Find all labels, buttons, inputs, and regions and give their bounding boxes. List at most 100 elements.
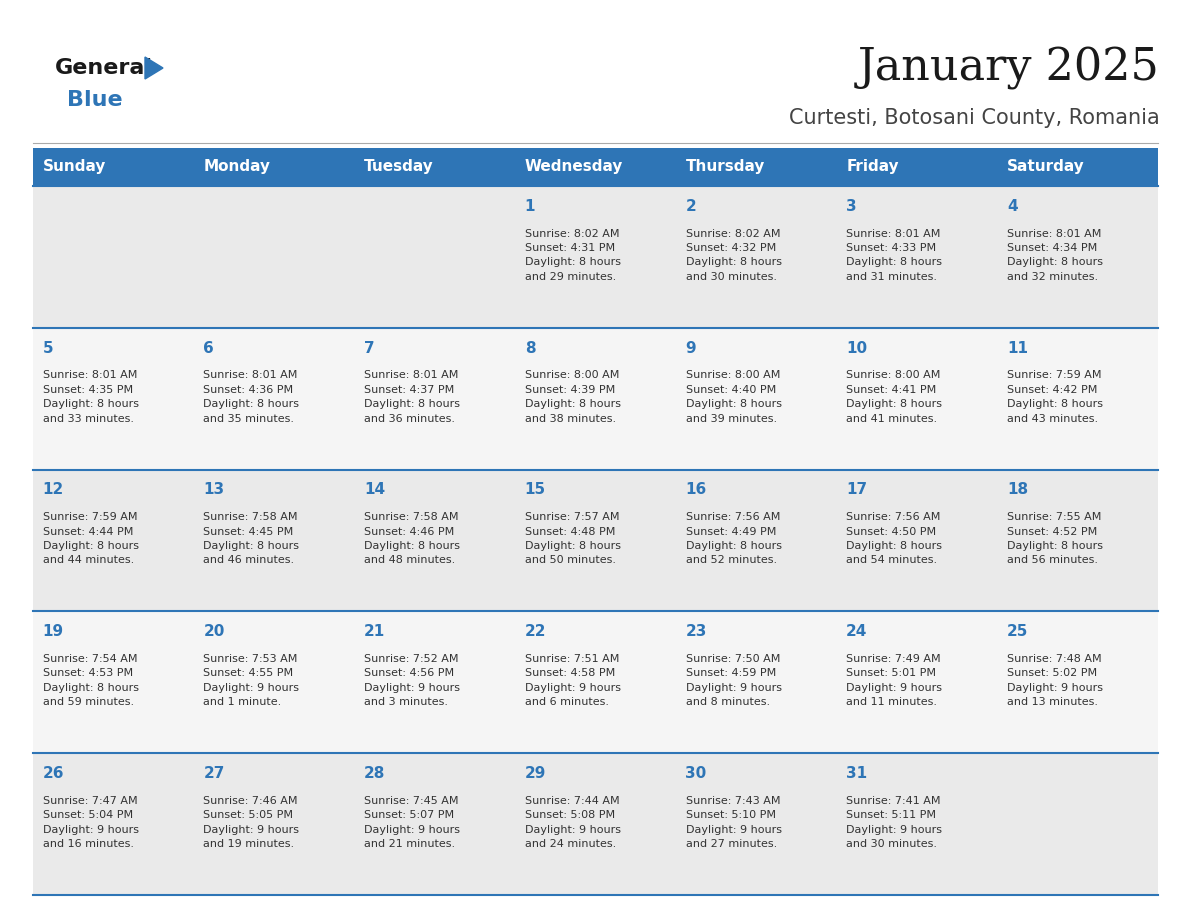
FancyBboxPatch shape	[354, 186, 516, 328]
Text: 7: 7	[364, 341, 374, 355]
Text: 18: 18	[1007, 482, 1028, 498]
Text: Sunrise: 8:01 AM
Sunset: 4:37 PM
Daylight: 8 hours
and 36 minutes.: Sunrise: 8:01 AM Sunset: 4:37 PM Dayligh…	[364, 370, 460, 423]
FancyBboxPatch shape	[836, 753, 997, 895]
Text: 11: 11	[1007, 341, 1028, 355]
Text: 28: 28	[364, 766, 385, 781]
Text: Sunday: Sunday	[43, 160, 106, 174]
FancyBboxPatch shape	[33, 328, 194, 470]
Text: Sunrise: 8:01 AM
Sunset: 4:34 PM
Daylight: 8 hours
and 32 minutes.: Sunrise: 8:01 AM Sunset: 4:34 PM Dayligh…	[1007, 229, 1102, 282]
FancyBboxPatch shape	[194, 186, 354, 328]
Text: 21: 21	[364, 624, 385, 639]
FancyBboxPatch shape	[997, 470, 1158, 611]
FancyBboxPatch shape	[836, 186, 997, 328]
Text: 24: 24	[846, 624, 867, 639]
Text: Sunrise: 7:59 AM
Sunset: 4:44 PM
Daylight: 8 hours
and 44 minutes.: Sunrise: 7:59 AM Sunset: 4:44 PM Dayligh…	[43, 512, 139, 565]
Text: Sunrise: 7:58 AM
Sunset: 4:45 PM
Daylight: 8 hours
and 46 minutes.: Sunrise: 7:58 AM Sunset: 4:45 PM Dayligh…	[203, 512, 299, 565]
Text: Tuesday: Tuesday	[364, 160, 434, 174]
FancyBboxPatch shape	[354, 611, 516, 753]
FancyBboxPatch shape	[836, 470, 997, 611]
Text: 1: 1	[525, 199, 536, 214]
Text: 14: 14	[364, 482, 385, 498]
Text: 2: 2	[685, 199, 696, 214]
FancyBboxPatch shape	[676, 328, 836, 470]
Text: Saturday: Saturday	[1007, 160, 1085, 174]
Text: 16: 16	[685, 482, 707, 498]
FancyBboxPatch shape	[354, 148, 516, 186]
Text: Sunrise: 7:41 AM
Sunset: 5:11 PM
Daylight: 9 hours
and 30 minutes.: Sunrise: 7:41 AM Sunset: 5:11 PM Dayligh…	[846, 796, 942, 849]
FancyBboxPatch shape	[676, 611, 836, 753]
Text: Sunrise: 8:01 AM
Sunset: 4:33 PM
Daylight: 8 hours
and 31 minutes.: Sunrise: 8:01 AM Sunset: 4:33 PM Dayligh…	[846, 229, 942, 282]
Text: 10: 10	[846, 341, 867, 355]
Text: Sunrise: 7:47 AM
Sunset: 5:04 PM
Daylight: 9 hours
and 16 minutes.: Sunrise: 7:47 AM Sunset: 5:04 PM Dayligh…	[43, 796, 139, 849]
FancyBboxPatch shape	[676, 470, 836, 611]
Text: 19: 19	[43, 624, 64, 639]
Text: 5: 5	[43, 341, 53, 355]
Text: Sunrise: 7:53 AM
Sunset: 4:55 PM
Daylight: 9 hours
and 1 minute.: Sunrise: 7:53 AM Sunset: 4:55 PM Dayligh…	[203, 654, 299, 707]
Text: 31: 31	[846, 766, 867, 781]
Text: Sunrise: 8:00 AM
Sunset: 4:39 PM
Daylight: 8 hours
and 38 minutes.: Sunrise: 8:00 AM Sunset: 4:39 PM Dayligh…	[525, 370, 621, 423]
Text: Sunrise: 7:45 AM
Sunset: 5:07 PM
Daylight: 9 hours
and 21 minutes.: Sunrise: 7:45 AM Sunset: 5:07 PM Dayligh…	[364, 796, 460, 849]
Text: Sunrise: 7:51 AM
Sunset: 4:58 PM
Daylight: 9 hours
and 6 minutes.: Sunrise: 7:51 AM Sunset: 4:58 PM Dayligh…	[525, 654, 621, 707]
FancyBboxPatch shape	[516, 186, 676, 328]
Text: Wednesday: Wednesday	[525, 160, 624, 174]
Text: 22: 22	[525, 624, 546, 639]
Text: Sunrise: 7:56 AM
Sunset: 4:50 PM
Daylight: 8 hours
and 54 minutes.: Sunrise: 7:56 AM Sunset: 4:50 PM Dayligh…	[846, 512, 942, 565]
Text: Sunrise: 7:57 AM
Sunset: 4:48 PM
Daylight: 8 hours
and 50 minutes.: Sunrise: 7:57 AM Sunset: 4:48 PM Dayligh…	[525, 512, 621, 565]
FancyBboxPatch shape	[997, 186, 1158, 328]
FancyBboxPatch shape	[836, 611, 997, 753]
Text: 30: 30	[685, 766, 707, 781]
FancyBboxPatch shape	[33, 611, 194, 753]
Text: 8: 8	[525, 341, 536, 355]
Text: Sunrise: 8:02 AM
Sunset: 4:31 PM
Daylight: 8 hours
and 29 minutes.: Sunrise: 8:02 AM Sunset: 4:31 PM Dayligh…	[525, 229, 621, 282]
Text: Thursday: Thursday	[685, 160, 765, 174]
Text: Sunrise: 7:50 AM
Sunset: 4:59 PM
Daylight: 9 hours
and 8 minutes.: Sunrise: 7:50 AM Sunset: 4:59 PM Dayligh…	[685, 654, 782, 707]
FancyBboxPatch shape	[33, 470, 194, 611]
Text: Sunrise: 7:46 AM
Sunset: 5:05 PM
Daylight: 9 hours
and 19 minutes.: Sunrise: 7:46 AM Sunset: 5:05 PM Dayligh…	[203, 796, 299, 849]
Text: Friday: Friday	[846, 160, 899, 174]
Text: Sunrise: 7:55 AM
Sunset: 4:52 PM
Daylight: 8 hours
and 56 minutes.: Sunrise: 7:55 AM Sunset: 4:52 PM Dayligh…	[1007, 512, 1102, 565]
Text: Sunrise: 7:48 AM
Sunset: 5:02 PM
Daylight: 9 hours
and 13 minutes.: Sunrise: 7:48 AM Sunset: 5:02 PM Dayligh…	[1007, 654, 1102, 707]
Text: Monday: Monday	[203, 160, 271, 174]
Text: Sunrise: 7:59 AM
Sunset: 4:42 PM
Daylight: 8 hours
and 43 minutes.: Sunrise: 7:59 AM Sunset: 4:42 PM Dayligh…	[1007, 370, 1102, 423]
Text: Curtesti, Botosani County, Romania: Curtesti, Botosani County, Romania	[789, 108, 1159, 128]
FancyBboxPatch shape	[516, 148, 676, 186]
FancyBboxPatch shape	[194, 611, 354, 753]
FancyBboxPatch shape	[836, 328, 997, 470]
FancyBboxPatch shape	[194, 753, 354, 895]
Text: 4: 4	[1007, 199, 1018, 214]
Text: Sunrise: 7:49 AM
Sunset: 5:01 PM
Daylight: 9 hours
and 11 minutes.: Sunrise: 7:49 AM Sunset: 5:01 PM Dayligh…	[846, 654, 942, 707]
Text: General: General	[55, 58, 153, 78]
Text: 20: 20	[203, 624, 225, 639]
Text: Sunrise: 7:58 AM
Sunset: 4:46 PM
Daylight: 8 hours
and 48 minutes.: Sunrise: 7:58 AM Sunset: 4:46 PM Dayligh…	[364, 512, 460, 565]
Text: 26: 26	[43, 766, 64, 781]
FancyBboxPatch shape	[676, 186, 836, 328]
FancyBboxPatch shape	[33, 753, 194, 895]
FancyBboxPatch shape	[997, 611, 1158, 753]
FancyBboxPatch shape	[354, 328, 516, 470]
FancyBboxPatch shape	[516, 328, 676, 470]
Text: 12: 12	[43, 482, 64, 498]
FancyBboxPatch shape	[194, 328, 354, 470]
Polygon shape	[145, 57, 163, 79]
Text: Sunrise: 7:56 AM
Sunset: 4:49 PM
Daylight: 8 hours
and 52 minutes.: Sunrise: 7:56 AM Sunset: 4:49 PM Dayligh…	[685, 512, 782, 565]
FancyBboxPatch shape	[516, 470, 676, 611]
Text: January 2025: January 2025	[858, 47, 1159, 90]
FancyBboxPatch shape	[836, 148, 997, 186]
Text: Sunrise: 7:52 AM
Sunset: 4:56 PM
Daylight: 9 hours
and 3 minutes.: Sunrise: 7:52 AM Sunset: 4:56 PM Dayligh…	[364, 654, 460, 707]
FancyBboxPatch shape	[194, 470, 354, 611]
FancyBboxPatch shape	[354, 470, 516, 611]
Text: 23: 23	[685, 624, 707, 639]
Text: Sunrise: 7:54 AM
Sunset: 4:53 PM
Daylight: 8 hours
and 59 minutes.: Sunrise: 7:54 AM Sunset: 4:53 PM Dayligh…	[43, 654, 139, 707]
Text: Sunrise: 8:02 AM
Sunset: 4:32 PM
Daylight: 8 hours
and 30 minutes.: Sunrise: 8:02 AM Sunset: 4:32 PM Dayligh…	[685, 229, 782, 282]
Text: Sunrise: 8:00 AM
Sunset: 4:41 PM
Daylight: 8 hours
and 41 minutes.: Sunrise: 8:00 AM Sunset: 4:41 PM Dayligh…	[846, 370, 942, 423]
Text: Sunrise: 8:01 AM
Sunset: 4:36 PM
Daylight: 8 hours
and 35 minutes.: Sunrise: 8:01 AM Sunset: 4:36 PM Dayligh…	[203, 370, 299, 423]
Text: 29: 29	[525, 766, 546, 781]
Text: 17: 17	[846, 482, 867, 498]
FancyBboxPatch shape	[676, 753, 836, 895]
FancyBboxPatch shape	[33, 148, 194, 186]
Text: 27: 27	[203, 766, 225, 781]
FancyBboxPatch shape	[194, 148, 354, 186]
Text: 3: 3	[846, 199, 857, 214]
Text: 9: 9	[685, 341, 696, 355]
Text: Blue: Blue	[67, 90, 122, 110]
